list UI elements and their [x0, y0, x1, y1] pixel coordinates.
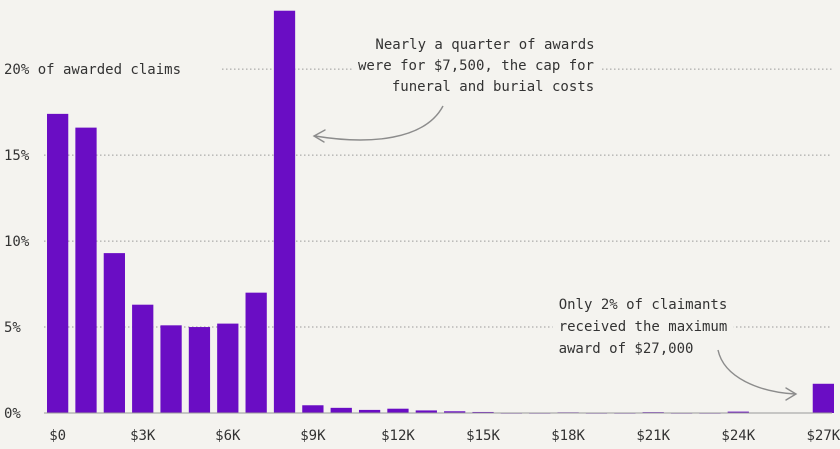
bar: [387, 408, 409, 413]
x-tick-label: $15K: [466, 428, 500, 444]
bar: [415, 410, 437, 413]
bar: [217, 323, 239, 413]
annotation-line: Only 2% of claimants: [559, 297, 728, 313]
annotation-background: [351, 35, 601, 97]
annotation-arrowhead: [312, 129, 326, 143]
annotation-line: received the maximum: [559, 319, 728, 335]
annotation-arrowhead: [785, 387, 798, 401]
annotation-background: [552, 295, 734, 359]
bar: [358, 409, 381, 413]
bar: [444, 411, 466, 413]
annotation-line: were for $7,500, the cap for: [358, 58, 594, 74]
x-tick-label: $9K: [300, 428, 326, 444]
bar: [75, 127, 97, 413]
funeral-cap-annotation: Nearly a quarter of awards were for $7,5…: [312, 35, 601, 143]
x-tick-label: $3K: [130, 428, 156, 444]
bar: [302, 405, 324, 413]
bar: [160, 325, 182, 413]
bar: [273, 10, 296, 414]
annotation-arrow: [314, 105, 444, 141]
annotation-arrow: [717, 349, 796, 395]
bars: [47, 10, 834, 414]
bar: [245, 292, 267, 413]
bar: [812, 383, 834, 413]
gridlines: [44, 68, 832, 328]
x-tick-label: $21K: [636, 428, 670, 444]
bar: [103, 253, 125, 413]
y-tick-label: 20% of awarded claims: [4, 62, 181, 78]
y-axis-labels: 0% 5% 10% 15% 20% of awarded claims: [4, 62, 181, 422]
bar: [132, 304, 154, 413]
annotation-line: Nearly a quarter of awards: [375, 37, 594, 53]
x-tick-label: $0: [49, 428, 66, 444]
x-tick-label: $18K: [551, 428, 585, 444]
annotation-line: funeral and burial costs: [392, 79, 594, 95]
bar: [47, 113, 69, 413]
x-axis-labels: $0 $3K $6K $9K $12K $15K $18K $21K $24K $27K: [49, 428, 840, 444]
bar: [727, 411, 749, 413]
x-tick-label: $6K: [215, 428, 241, 444]
bar: [472, 411, 494, 413]
x-tick-label: $24K: [721, 428, 755, 444]
bar: [330, 407, 352, 413]
y-tick-label: 10%: [4, 234, 30, 250]
bar: [188, 327, 211, 413]
annotation-line: award of $27,000: [559, 341, 694, 357]
x-tick-label: $27K: [807, 428, 840, 444]
y-tick-label: 0%: [4, 406, 21, 422]
x-tick-label: $12K: [381, 428, 415, 444]
max-award-annotation: Only 2% of claimants received the maximu…: [552, 295, 798, 401]
y-tick-label: 15%: [4, 148, 30, 164]
y-tick-label: 5%: [4, 320, 21, 336]
